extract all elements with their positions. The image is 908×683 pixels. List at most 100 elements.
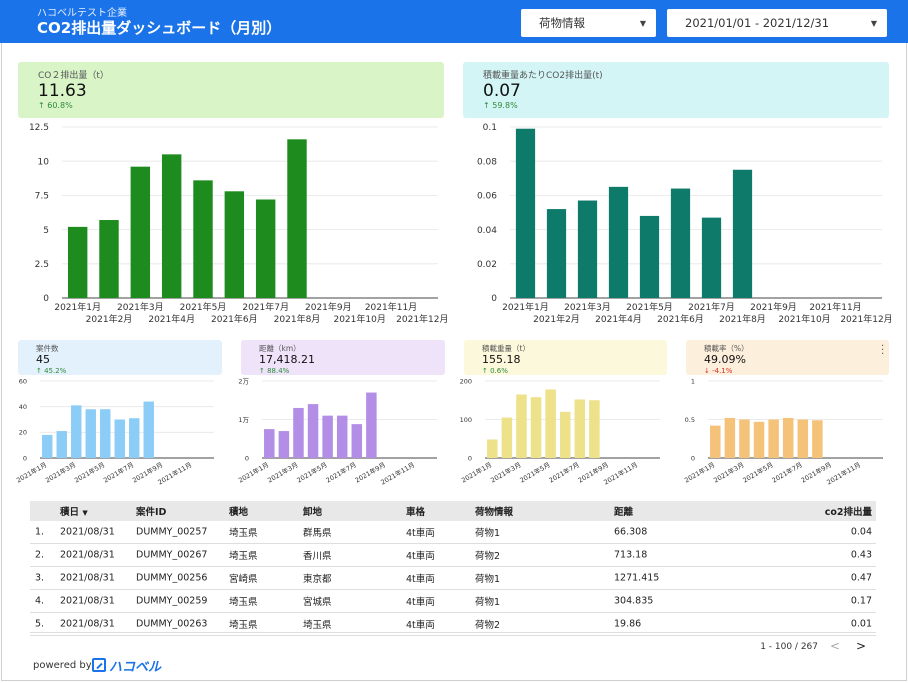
column-header-date[interactable]: 積日 ▼ bbox=[60, 507, 88, 518]
bar bbox=[161, 154, 182, 298]
bar bbox=[710, 425, 721, 458]
x-tick-label: 2021年11月 bbox=[365, 301, 417, 313]
x-tick-label: 2021年3月 bbox=[44, 460, 78, 485]
cell-id: DUMMY_00267 bbox=[136, 549, 208, 561]
arrow-down-icon: ↓ bbox=[704, 367, 713, 375]
bar bbox=[224, 191, 245, 298]
chevron-left-icon[interactable]: < bbox=[829, 639, 840, 653]
cell-num: 4. bbox=[35, 595, 45, 607]
y-tick-label: 0 bbox=[468, 454, 472, 462]
y-tick-label: 5 bbox=[43, 226, 49, 236]
kpi-card-co2[interactable]: CO２排出量（t） 11.63 ↑ 60.8% bbox=[18, 62, 444, 118]
y-tick-label: 0.06 bbox=[477, 192, 497, 202]
cell-truck: 4t車両 bbox=[406, 551, 435, 562]
y-tick-label: 10 bbox=[38, 157, 50, 167]
table-pagination: 1 - 100 / 267 < > bbox=[30, 632, 876, 660]
distance-bar-chart[interactable]: 01万2万2021年1月2021年3月2021年5月2021年7月2021年9月… bbox=[223, 377, 445, 490]
table-row[interactable]: 5. 2021/08/31 DUMMY_00263 埼玉県 埼玉県 4t車両 荷物2 19.8… bbox=[30, 613, 876, 636]
y-tick-label: 0.04 bbox=[477, 226, 497, 236]
bar bbox=[322, 415, 333, 458]
kpi-card-co2-per-weight[interactable]: 積載重量あたりCO2排出量(t) 0.07 ↑ 59.8% bbox=[463, 62, 889, 118]
chevron-down-icon: ▼ bbox=[870, 18, 877, 28]
cell-truck: 4t車両 bbox=[406, 528, 435, 539]
bar bbox=[670, 188, 691, 298]
cargo-filter-dropdown[interactable]: 荷物情報 ▼ bbox=[521, 9, 656, 37]
bar bbox=[42, 434, 53, 458]
bar bbox=[130, 166, 151, 298]
y-tick-label: 1万 bbox=[238, 416, 249, 424]
x-tick-label: 2021年5月 bbox=[518, 460, 552, 485]
column-header-co2[interactable]: co2排出量 bbox=[824, 507, 872, 518]
bar bbox=[287, 139, 307, 298]
brand-name: ハコベル bbox=[109, 659, 162, 675]
cell-to: 東京都 bbox=[303, 574, 332, 585]
y-tick-label: 2.5 bbox=[35, 260, 49, 270]
cell-from: 埼玉県 bbox=[229, 528, 258, 539]
x-tick-label: 2021年7月 bbox=[547, 460, 581, 485]
cell-id: DUMMY_00259 bbox=[136, 595, 208, 607]
column-header-to[interactable]: 卸地 bbox=[303, 507, 323, 518]
bar bbox=[724, 417, 736, 458]
column-header-truck[interactable]: 車格 bbox=[406, 507, 426, 518]
y-tick-label: 0 bbox=[691, 454, 695, 462]
kpi-card-cases[interactable]: 案件数 45 ↑ 45.2% bbox=[18, 340, 222, 375]
y-tick-label: 0 bbox=[43, 294, 49, 304]
column-header-distance[interactable]: 距離 bbox=[614, 507, 634, 518]
cell-co2: 0.01 bbox=[850, 618, 872, 630]
load-rate-bar-chart[interactable]: 00.512021年1月2021年3月2021年5月2021年7月2021年9月… bbox=[669, 377, 891, 490]
date-range-dropdown[interactable]: 2021/01/01 - 2021/12/31 ▼ bbox=[667, 9, 887, 37]
sort-desc-icon: ▼ bbox=[82, 509, 88, 517]
x-tick-label: 2021年7月 bbox=[688, 301, 735, 313]
table-header-row: 積日 ▼ 案件ID 積地 卸地 車格 荷物情報 距離 co2排出量 bbox=[30, 501, 876, 521]
kpi-card-distance[interactable]: 距離（km） 17,418.21 ↑ 88.4% bbox=[241, 340, 445, 375]
x-tick-label: 2021年3月 bbox=[266, 460, 300, 485]
co2-bar-chart[interactable]: 02.557.51012.52021年1月2021年2月2021年3月2021年… bbox=[0, 120, 450, 335]
chevron-right-icon[interactable]: > bbox=[855, 639, 866, 653]
cell-num: 5. bbox=[35, 618, 45, 630]
cell-truck: 4t車両 bbox=[406, 597, 435, 608]
cell-num: 1. bbox=[35, 526, 45, 538]
chevron-down-icon: ▼ bbox=[639, 18, 646, 28]
weight-bar-chart[interactable]: 01002002021年1月2021年3月2021年5月2021年7月2021年… bbox=[446, 377, 668, 490]
y-tick-label: 7.5 bbox=[35, 192, 49, 202]
cell-co2: 0.43 bbox=[850, 549, 872, 561]
table-row[interactable]: 4. 2021/08/31 DUMMY_00259 埼玉県 宮城県 4t車両 荷物1 304.… bbox=[30, 590, 876, 613]
column-header-id[interactable]: 案件ID bbox=[136, 507, 167, 518]
kpi-change-value: 45.2% bbox=[44, 367, 67, 375]
table-row[interactable]: 3. 2021/08/31 DUMMY_00256 宮崎県 東京都 4t車両 荷物1 1271… bbox=[30, 567, 876, 590]
more-vert-icon[interactable]: · · · bbox=[881, 341, 885, 360]
bar bbox=[546, 209, 567, 298]
kpi-card-weight[interactable]: 積載重量（t） 155.18 ↑ 0.6% bbox=[464, 340, 667, 375]
cell-truck: 4t車両 bbox=[406, 620, 435, 631]
co2-per-weight-bar-chart[interactable]: 0 0.02 0.04 0.06 0.08 0.1 2021年1月2021年2月2021年3… bbox=[450, 120, 900, 335]
kpi-change: ↓ -4.1% bbox=[704, 367, 732, 375]
cell-co2: 0.04 bbox=[850, 526, 872, 538]
x-tick-label: 2021年8月 bbox=[274, 313, 321, 325]
x-tick-label: 2021年8月 bbox=[719, 313, 766, 325]
cell-cargo: 荷物1 bbox=[475, 574, 501, 585]
kpi-value: 0.07 bbox=[483, 81, 521, 101]
table-row[interactable]: 2. 2021/08/31 DUMMY_00267 埼玉県 香川県 4t車両 荷物2 713.… bbox=[30, 544, 876, 567]
column-header-from[interactable]: 積地 bbox=[229, 507, 249, 518]
x-tick-label: 2021年4月 bbox=[595, 313, 642, 325]
x-tick-label: 2021年5月 bbox=[295, 460, 329, 485]
table-row[interactable]: 1. 2021/08/31 DUMMY_00257 埼玉県 群馬県 4t車両 荷物1 66.3… bbox=[30, 521, 876, 544]
bar bbox=[71, 405, 82, 458]
kpi-value: 45 bbox=[36, 353, 50, 366]
column-header-cargo[interactable]: 荷物情報 bbox=[475, 507, 514, 518]
cases-bar-chart[interactable]: 02040602021年1月2021年3月2021年5月2021年7月2021年… bbox=[0, 377, 222, 490]
x-tick-label: 2021年4月 bbox=[148, 313, 195, 325]
bar bbox=[143, 401, 154, 458]
x-tick-label: 2021年1月 bbox=[502, 301, 549, 313]
logo-mark-icon bbox=[92, 658, 106, 672]
bar bbox=[56, 431, 67, 458]
bar bbox=[67, 226, 88, 298]
kpi-change: ↑ 60.8% bbox=[38, 101, 73, 110]
x-tick-label: 2021年6月 bbox=[657, 313, 704, 325]
kpi-card-load-rate[interactable]: 積載率（%） 49.09% ↓ -4.1% bbox=[686, 340, 889, 375]
cell-date: 2021/08/31 bbox=[60, 618, 115, 630]
bar bbox=[639, 215, 660, 298]
powered-by-label: powered by bbox=[33, 660, 92, 671]
cell-from: 埼玉県 bbox=[229, 551, 258, 562]
cell-id: DUMMY_00256 bbox=[136, 572, 208, 584]
